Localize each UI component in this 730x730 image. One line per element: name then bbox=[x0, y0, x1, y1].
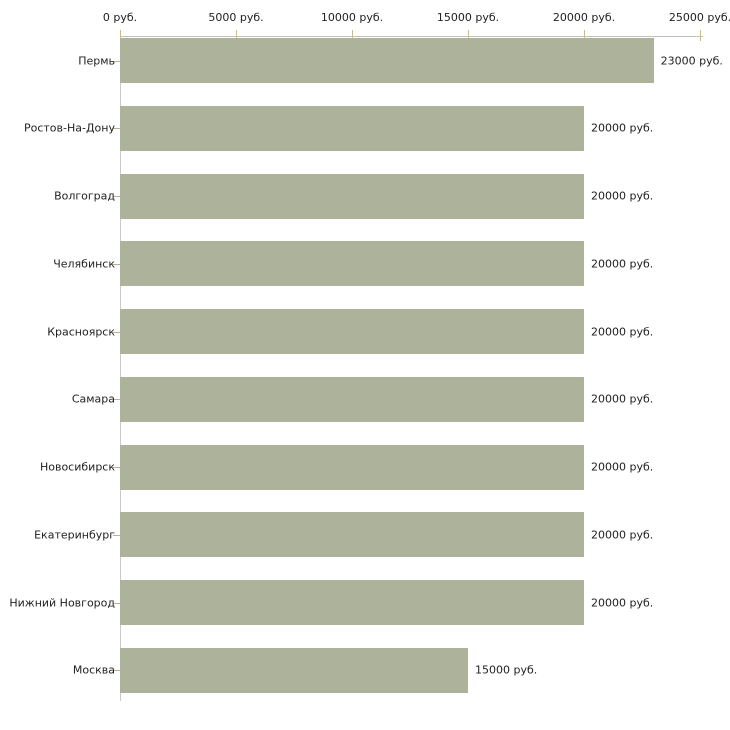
x-axis-tick-label: 5000 руб. bbox=[208, 11, 264, 24]
category-label: Челябинск bbox=[53, 257, 115, 271]
bar bbox=[120, 309, 584, 354]
y-axis-tick bbox=[113, 467, 120, 468]
category-label: Красноярск bbox=[47, 325, 115, 338]
category-label: Нижний Новгород bbox=[9, 596, 115, 609]
value-label: 20000 руб. bbox=[591, 257, 654, 271]
x-axis-tick bbox=[584, 30, 585, 41]
y-axis-tick bbox=[113, 196, 120, 197]
x-axis-tick-label: 20000 руб. bbox=[552, 11, 616, 24]
value-label: 20000 руб. bbox=[591, 528, 654, 542]
bar bbox=[120, 444, 584, 490]
y-axis-tick bbox=[113, 603, 120, 604]
x-axis-tick-label: 15000 руб. bbox=[436, 11, 500, 24]
y-axis-tick bbox=[113, 670, 120, 671]
bar bbox=[120, 105, 584, 151]
bar bbox=[120, 647, 468, 693]
y-axis-tick bbox=[113, 264, 120, 265]
category-label: Пермь bbox=[78, 54, 115, 67]
x-axis-tick bbox=[352, 30, 353, 41]
y-axis-tick bbox=[113, 332, 120, 333]
y-axis-tick bbox=[113, 535, 120, 536]
category-label: Москва bbox=[72, 663, 115, 677]
x-axis-line bbox=[120, 36, 703, 37]
bar bbox=[120, 38, 654, 83]
x-axis-tick bbox=[700, 30, 701, 41]
value-label: 20000 руб. bbox=[591, 460, 654, 474]
y-axis-tick bbox=[113, 399, 120, 400]
value-label: 23000 руб. bbox=[660, 54, 723, 67]
bar bbox=[120, 376, 584, 422]
bar bbox=[120, 512, 584, 558]
x-axis-tick bbox=[468, 30, 469, 41]
x-axis-tick bbox=[120, 30, 121, 41]
x-axis-tick-label: 25000 руб. bbox=[668, 11, 730, 24]
y-axis-tick bbox=[113, 61, 120, 62]
category-label: Екатеринбург bbox=[34, 528, 115, 542]
value-label: 20000 руб. bbox=[591, 325, 654, 338]
bar bbox=[120, 580, 584, 625]
value-label: 20000 руб. bbox=[591, 121, 654, 135]
y-axis-tick bbox=[113, 128, 120, 129]
x-axis-tick bbox=[236, 30, 237, 41]
value-label: 20000 руб. bbox=[591, 596, 654, 609]
bar bbox=[120, 173, 584, 219]
x-axis-tick-label: 0 руб. bbox=[102, 11, 138, 24]
value-label: 20000 руб. bbox=[591, 392, 654, 406]
value-label: 20000 руб. bbox=[591, 189, 654, 203]
category-label: Волгоград bbox=[54, 189, 115, 203]
y-axis-line bbox=[120, 36, 121, 701]
value-label: 15000 руб. bbox=[475, 663, 538, 677]
category-label: Ростов-На-Дону bbox=[23, 121, 115, 135]
bar bbox=[120, 241, 584, 287]
category-label: Новосибирск bbox=[39, 460, 115, 474]
x-axis-tick-label: 10000 руб. bbox=[320, 11, 384, 24]
category-label: Самара bbox=[71, 392, 115, 406]
